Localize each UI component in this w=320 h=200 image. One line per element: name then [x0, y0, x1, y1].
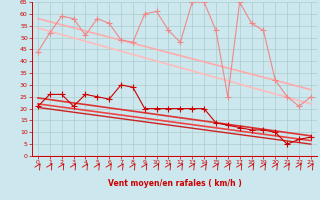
X-axis label: Vent moyen/en rafales ( km/h ): Vent moyen/en rafales ( km/h ) — [108, 179, 241, 188]
